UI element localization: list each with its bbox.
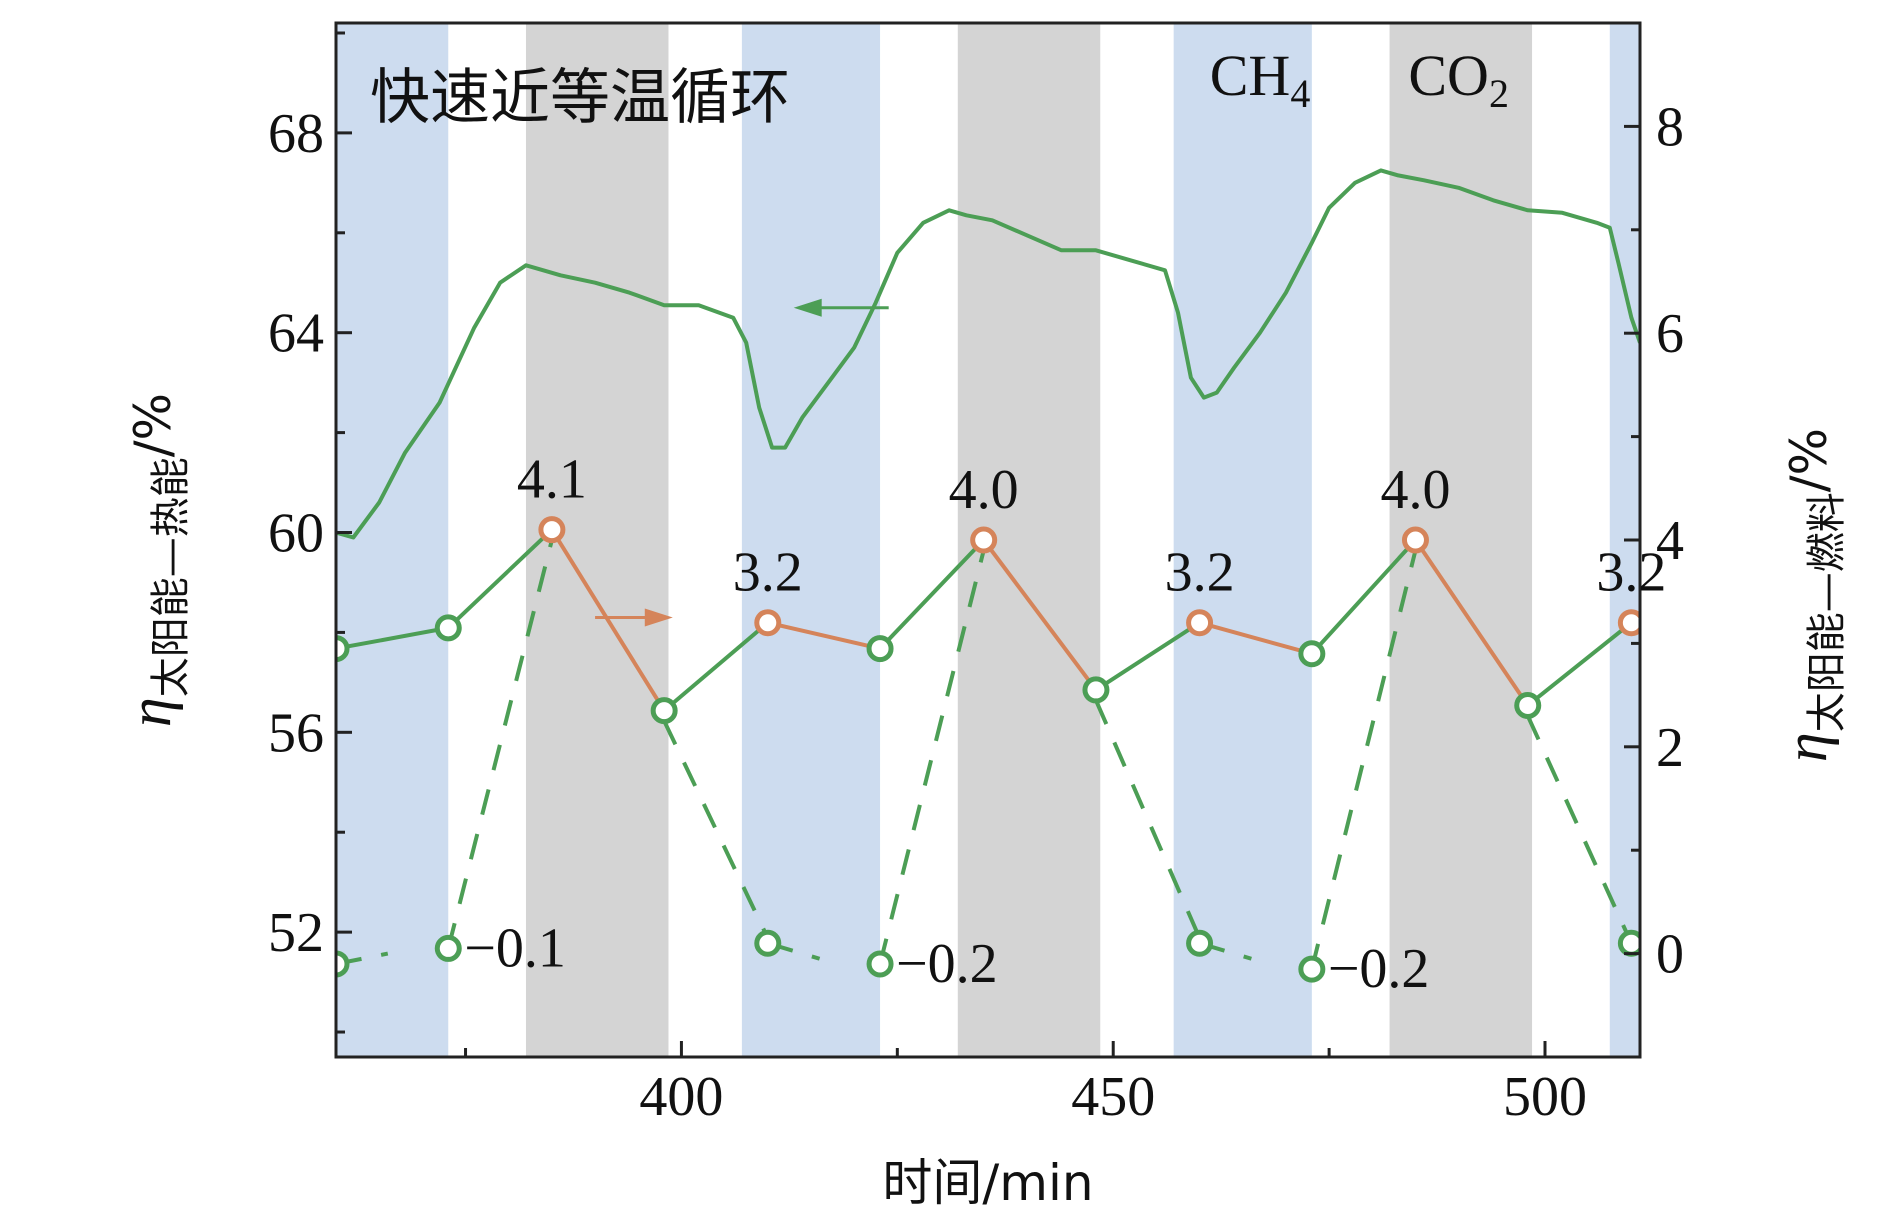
gas-label-0: CH4 bbox=[1210, 43, 1311, 116]
fuel-peak-label-0: 4.1 bbox=[517, 449, 587, 511]
left-axis-unit: /% bbox=[124, 393, 182, 457]
phase-band-ch4-4 bbox=[1173, 23, 1312, 1057]
svg-text:η太阳能—燃料/%: η太阳能—燃料/% bbox=[1773, 428, 1850, 762]
arrow-fuel-peak bbox=[595, 608, 673, 627]
svg-text:η太阳能—热能/%: η太阳能—热能/% bbox=[117, 393, 194, 727]
y-left-tick-label: 56 bbox=[268, 702, 324, 764]
fuel-line-segment-4 bbox=[767, 620, 881, 651]
fuel-line-segment-0 bbox=[336, 625, 449, 651]
gas-labels: CH4 CO2 bbox=[1210, 43, 1509, 116]
y-left-tick-label: 68 bbox=[268, 103, 324, 165]
fuel-low-label-1: −0.2 bbox=[896, 933, 998, 995]
fuel-line-segment-9 bbox=[1310, 538, 1417, 656]
fuel-low-marker-0 bbox=[336, 950, 350, 978]
y-left-tick-label: 64 bbox=[268, 303, 324, 365]
x-axis-title: 时间/min bbox=[882, 1154, 1093, 1209]
fuel-low-marker-1 bbox=[434, 934, 462, 962]
left-axis-subscript: 太阳能—热能 bbox=[148, 457, 194, 697]
right-axis-unit: /% bbox=[1780, 428, 1838, 492]
x-tick-label: 450 bbox=[1071, 1066, 1155, 1128]
fuel-peak-marker-3 bbox=[650, 697, 678, 725]
y-right-tick-label: 6 bbox=[1656, 303, 1684, 365]
fuel-line-segment-10 bbox=[1413, 538, 1530, 707]
fuel-peak-marker-12 bbox=[1617, 609, 1640, 637]
fuel-peak-marker-7 bbox=[1082, 676, 1110, 704]
fuel-low-label-2: −0.2 bbox=[1328, 938, 1430, 1000]
direction-arrows bbox=[595, 298, 889, 627]
x-tick-label: 500 bbox=[1503, 1066, 1587, 1128]
fuel-low-marker-5 bbox=[1298, 955, 1326, 983]
fuel-peak-marker-11 bbox=[1514, 691, 1542, 719]
chart-title: 快速近等温循环 bbox=[370, 63, 790, 133]
arrow-head-1 bbox=[644, 608, 673, 627]
series-markers bbox=[336, 516, 1640, 983]
fuel-dashed-segment-0 bbox=[446, 539, 554, 949]
right-axis-subscript: 太阳能—燃料 bbox=[1804, 492, 1850, 732]
fuel-line-segment-5 bbox=[878, 538, 986, 650]
fuel-peak-marker-1 bbox=[434, 614, 462, 642]
gas-label-text: CH bbox=[1210, 43, 1291, 108]
fuel-line-segment-3 bbox=[662, 621, 770, 713]
left-axis-title: η太阳能—热能/% bbox=[117, 393, 194, 727]
fuel-low-marker-3 bbox=[866, 950, 894, 978]
fuel-dashed-segment-5 bbox=[1525, 714, 1634, 945]
arrow-head-0 bbox=[793, 298, 822, 317]
fuel-low-marker-4 bbox=[1186, 929, 1214, 957]
fuel-peak-marker-5 bbox=[866, 635, 894, 663]
y-right-tick-label: 4 bbox=[1656, 510, 1684, 572]
data-labels: 4.1 3.2 4.0 3.2 4.0 3.2 −0.1 −0.2 −0.2 bbox=[464, 449, 1666, 1000]
fuel-peak-label-4: 4.0 bbox=[1380, 459, 1450, 521]
gas-label-1: CO2 bbox=[1408, 43, 1509, 116]
fuel-low-marker-2 bbox=[754, 929, 782, 957]
fuel-line-segment-2 bbox=[550, 528, 666, 712]
fuel-peak-marker-4 bbox=[754, 609, 782, 637]
y-right-tick-label: 0 bbox=[1656, 924, 1684, 986]
fuel-line-segment-11 bbox=[1526, 621, 1633, 708]
fuel-peak-label-1: 3.2 bbox=[733, 542, 803, 604]
left-axis-symbol: η bbox=[117, 697, 183, 727]
x-tick-label: 400 bbox=[639, 1066, 723, 1128]
fuel-peak-marker-2 bbox=[538, 516, 566, 544]
phase-bands bbox=[336, 23, 1640, 1057]
y-right-tick-label: 2 bbox=[1656, 717, 1684, 779]
y-left-tick-label: 52 bbox=[268, 902, 324, 964]
fuel-peak-label-2: 4.0 bbox=[949, 459, 1019, 521]
fuel-line-segment-8 bbox=[1199, 620, 1313, 656]
y-left-tick-label: 60 bbox=[268, 503, 324, 565]
arrow-thermal bbox=[793, 298, 889, 317]
fuel-dashed-segment-2 bbox=[878, 549, 986, 965]
gas-label-text: CO bbox=[1408, 43, 1489, 108]
y-right-tick-label: 8 bbox=[1656, 96, 1684, 158]
fuel-line-segment-6 bbox=[982, 538, 1098, 692]
thermal-efficiency-line bbox=[336, 168, 1640, 540]
fuel-line-segment-1 bbox=[446, 528, 554, 630]
gas-label-subscript: 4 bbox=[1290, 71, 1310, 116]
gas-label-subscript: 2 bbox=[1489, 71, 1509, 116]
fuel-peak-label-3: 3.2 bbox=[1165, 542, 1235, 604]
fuel-peak-marker-0 bbox=[336, 635, 350, 663]
fuel-peak-marker-8 bbox=[1186, 609, 1214, 637]
fuel-line-segment-7 bbox=[1094, 621, 1201, 692]
fuel-peak-marker-9 bbox=[1298, 640, 1326, 668]
fuel-peak-marker-10 bbox=[1401, 526, 1429, 554]
phase-band-ch4-0 bbox=[336, 23, 449, 1057]
fuel-peak-label-5: 3.2 bbox=[1596, 542, 1666, 604]
phase-band-ch4-2 bbox=[741, 23, 881, 1057]
fuel-peak-marker-6 bbox=[970, 526, 998, 554]
right-axis-title: η太阳能—燃料/% bbox=[1773, 428, 1850, 762]
right-axis-symbol: η bbox=[1773, 732, 1839, 762]
fuel-low-label-0: −0.1 bbox=[464, 917, 566, 979]
fuel-dashed-segment-1 bbox=[662, 720, 770, 939]
fuel-dashed-segment-4 bbox=[1309, 549, 1418, 970]
